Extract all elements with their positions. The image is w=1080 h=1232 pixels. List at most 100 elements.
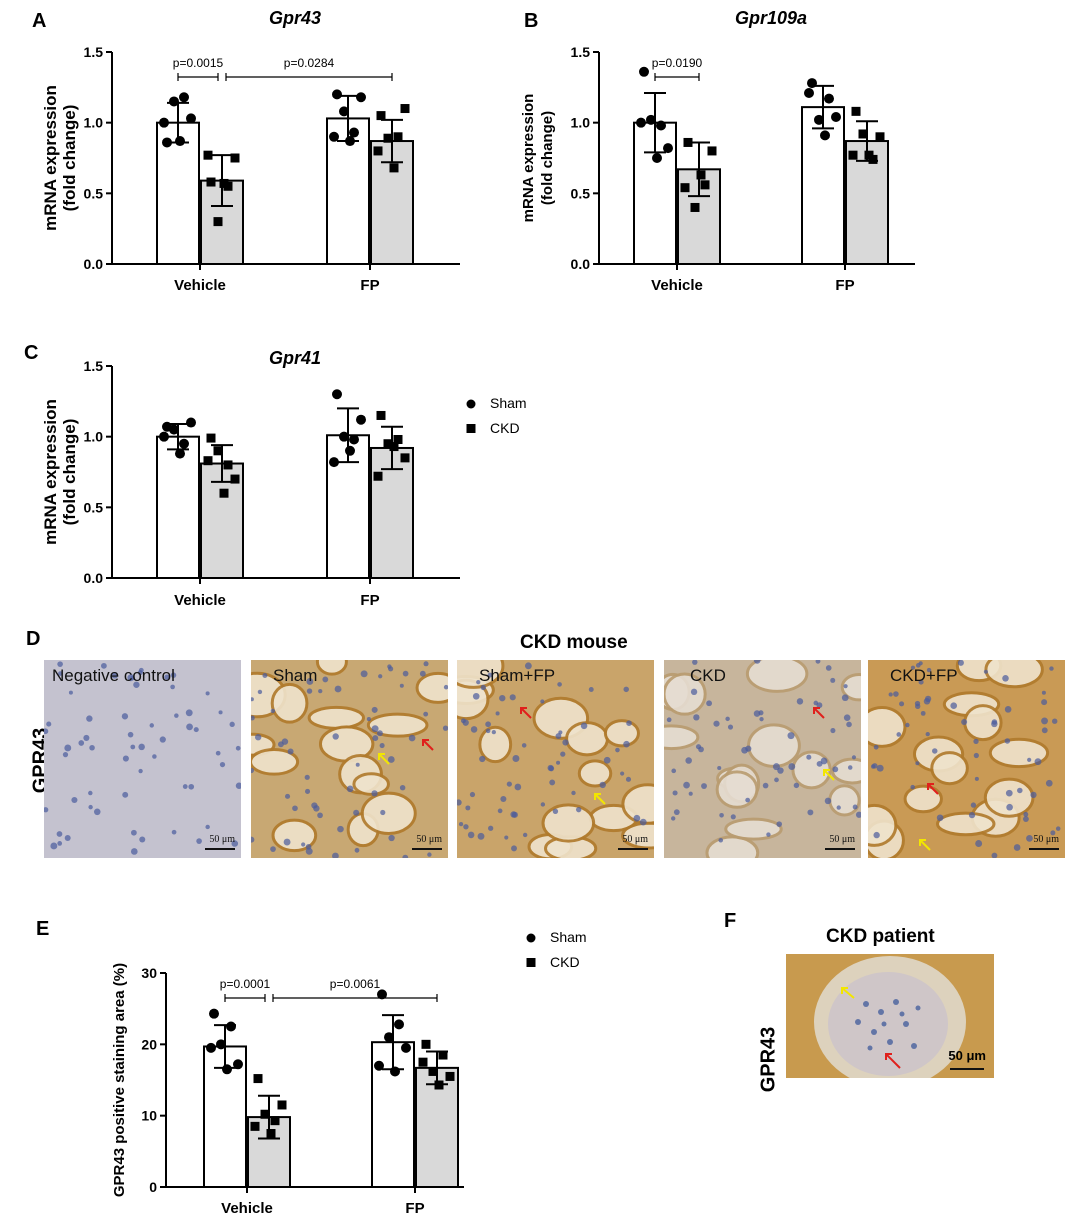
legend-top: Sham CKD [462,394,582,446]
nucleus [218,710,223,715]
nucleus [304,788,311,794]
nucleus [983,669,988,674]
nucleus [683,781,690,789]
data-point [277,1100,287,1110]
nucleus [509,694,516,701]
y-tick-label: 1.0 [571,115,591,131]
nucleus [68,690,73,695]
data-point [820,130,830,141]
data-point [373,146,383,156]
y-tick-label: 1.0 [84,429,104,445]
red-arrow-icon-shaft [813,707,825,719]
y-tick-label: 30 [141,965,157,981]
tubule [903,784,943,814]
x-tick-label: Vehicle [174,592,226,609]
nucleus [408,734,416,742]
nucleus [423,661,429,667]
tubule [415,671,448,704]
data-point [807,78,817,89]
nucleus [832,766,839,773]
nucleus [355,762,360,767]
nucleus [458,822,464,827]
micrograph-3: Sham+FP 50 μm [457,660,654,858]
nucleus [556,760,561,765]
nucleus [762,782,769,789]
tubule [747,723,801,768]
nucleus [1041,699,1048,706]
nucleus [1041,717,1048,725]
nucleus [402,854,409,858]
nucleus [332,852,339,858]
tubule [868,803,898,847]
nucleus [317,812,323,819]
data-point [418,1057,428,1067]
y-tick-label: 0.0 [84,570,104,586]
data-point [636,117,646,128]
nucleus [62,752,69,758]
x-tick-label: Vehicle [174,277,226,294]
nucleus [476,679,481,685]
nucleus [283,838,291,846]
nucleus [111,671,119,679]
nucleus [78,740,85,746]
micrograph-label: Sham+FP [479,666,556,685]
micrograph-label: Sham [273,666,318,685]
nucleus [427,852,432,857]
data-point [206,177,216,187]
data-point [260,1109,270,1119]
scale-bar-label: 50 μm [209,834,235,845]
red-arrow-icon-shaft [422,739,434,751]
p-value-label: p=0.0190 [652,56,703,70]
nucleus [376,730,383,737]
tubule [307,705,366,730]
yellow-arrow-icon [378,753,390,765]
data-point [179,438,189,449]
p-value-label: p=0.0001 [220,977,271,991]
nucleus [706,700,713,707]
nucleus [100,662,107,669]
panel-letter-b: B [524,10,539,32]
nucleus [671,816,676,821]
nucleus [485,728,491,734]
nucleus [301,842,306,847]
data-point [339,431,349,442]
data-point [707,146,717,156]
data-point [864,150,874,160]
y-axis-label: mRNA expression(fold change) [520,94,556,223]
nucleus [133,681,140,688]
nucleus [851,755,857,760]
nucleus [287,748,294,755]
yellow-arrow-icon [841,987,855,999]
p-value-label: p=0.0015 [173,56,224,70]
nucleus [745,797,751,803]
data-point [226,1021,236,1032]
nucleus [488,825,494,831]
nucleus [402,670,409,677]
tubule [935,811,996,837]
nucleus [504,835,509,840]
nucleus [251,697,254,702]
nucleus [182,784,188,789]
legend-ckd-label: CKD [550,954,580,970]
micrograph-4: CKD 50 μm [664,660,861,858]
nucleus [623,686,629,693]
nucleus [766,832,771,837]
data-point [875,132,885,142]
red-arrow-icon-head [422,739,429,746]
nucleus [626,720,632,726]
data-point [223,460,233,470]
nucleus [500,795,507,803]
nucleus [974,776,979,781]
nucleus [666,717,672,723]
scale-bar-label: 50 μm [1033,834,1059,845]
data-point [339,106,349,117]
y-tick-label: 0.5 [84,499,104,515]
y-axis-label-line: mRNA expression [41,85,60,231]
nucleus [366,717,371,722]
nucleus [50,842,58,850]
nucleus [788,763,796,770]
data-point [169,96,179,107]
data-point [804,87,814,98]
nucleus [603,756,611,764]
nucleus [196,838,202,844]
